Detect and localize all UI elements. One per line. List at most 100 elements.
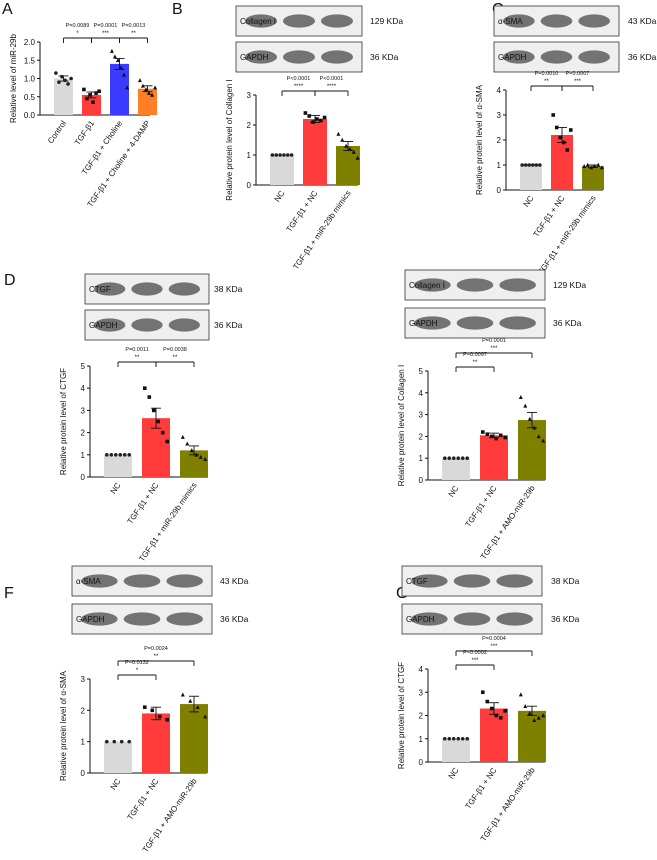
significance-stars: ** — [135, 355, 140, 361]
significance-stars: *** — [471, 658, 479, 664]
data-point — [551, 113, 555, 117]
data-point — [185, 441, 190, 446]
y-axis-label: Relative protein level of α-SMA — [59, 670, 68, 781]
bar-2 — [582, 166, 604, 190]
data-point — [105, 739, 109, 744]
significance-stars: *** — [102, 31, 110, 37]
data-point — [109, 48, 114, 53]
y-tick-label: 0.0 — [24, 111, 36, 120]
bar-0 — [54, 78, 73, 115]
data-point — [456, 736, 461, 741]
blot-kda-label: 36 KDa — [628, 52, 657, 62]
blot-row-0-band — [540, 14, 573, 28]
blot-kda-label: 43 KDa — [220, 576, 249, 586]
blot-row-1-band — [414, 316, 451, 330]
p-value-label: P=0.0004 — [482, 636, 506, 642]
blot-protein-label: GAPDH — [406, 615, 435, 624]
blot-protein-label: α-SMA — [76, 577, 101, 586]
significance-stars: **** — [294, 84, 304, 90]
category-label: NC — [109, 777, 123, 792]
data-point — [307, 114, 312, 118]
data-point — [489, 434, 494, 439]
data-point — [198, 454, 203, 459]
significance-stars: ** — [544, 79, 549, 85]
data-point — [443, 736, 447, 741]
y-tick-label: 1.5 — [24, 56, 36, 65]
category-label: TGF-β1 + miR-29b mimics — [291, 189, 352, 271]
data-point — [443, 456, 447, 461]
y-tick-label: 0 — [81, 769, 86, 778]
data-point — [60, 74, 64, 79]
data-point — [143, 87, 148, 92]
panel-letter: A — [2, 1, 13, 18]
data-point — [105, 453, 109, 457]
data-point — [188, 698, 193, 703]
blot-protein-label: GAPDH — [498, 53, 527, 62]
p-value-label: P=0.0002 — [463, 650, 487, 656]
category-label: NC — [522, 194, 536, 209]
y-axis-label: Relative protein level of CTGF — [59, 368, 68, 475]
blot-row-0-band — [496, 574, 533, 588]
y-tick-label: 1 — [247, 151, 252, 160]
blot-row-0-band — [502, 14, 535, 28]
category-label: NC — [273, 189, 287, 204]
blot-protein-label: Collagen I — [240, 17, 276, 26]
y-tick-label: 1 — [81, 451, 86, 460]
blot-row-0-band — [414, 278, 451, 292]
category-label: TGF-β1 + miR-29b mimics — [536, 194, 597, 276]
data-point — [112, 54, 117, 59]
blot-row-0-band — [499, 278, 536, 292]
data-point — [203, 714, 208, 719]
data-point — [585, 162, 590, 167]
panel-D: D CTGF 38 KDa GAPDH 36 KDa 0 1 2 3 4 5 Relative pro… — [4, 272, 243, 563]
blot-row-1-band — [496, 612, 533, 626]
data-point — [140, 83, 145, 88]
data-point — [485, 699, 490, 704]
y-axis-label: Relative protein level of Collagen I — [225, 79, 234, 200]
y-tick-label: 3 — [81, 406, 86, 415]
y-tick-label: 1 — [497, 161, 502, 170]
data-point — [97, 89, 101, 94]
y-tick-label: 0 — [419, 758, 424, 767]
data-point — [91, 100, 95, 105]
data-point — [289, 153, 294, 157]
bar-2 — [518, 420, 546, 480]
blot-row-0-band — [411, 574, 448, 588]
p-value-label: P=0.0097 — [463, 352, 487, 358]
bar-3 — [138, 88, 157, 115]
data-point — [351, 149, 356, 154]
data-point — [494, 713, 499, 718]
data-point — [451, 736, 456, 741]
p-value-label: P=0.0024 — [144, 646, 168, 652]
y-tick-label: 4 — [419, 665, 424, 674]
data-point — [189, 448, 194, 453]
bar-0 — [270, 155, 294, 185]
category-label: TGF-β1 + NC — [126, 777, 161, 822]
data-point — [523, 704, 528, 708]
y-tick-label: 4 — [81, 384, 86, 393]
data-point — [119, 65, 124, 70]
data-point — [355, 155, 360, 160]
category-label: TGF-β1 + NC — [126, 481, 161, 526]
data-point — [536, 434, 541, 439]
y-tick-label: 0 — [247, 181, 252, 190]
blot-row-1-band — [453, 612, 491, 626]
blot-protein-label: CTGF — [406, 577, 428, 586]
blot-row-1-band — [540, 50, 573, 64]
data-point — [54, 71, 58, 75]
data-point — [565, 148, 570, 152]
data-point — [57, 80, 61, 84]
data-point — [151, 408, 156, 413]
significance-stars: *** — [490, 644, 498, 650]
blot-row-1-band — [411, 612, 448, 626]
data-point — [527, 710, 532, 715]
blot-kda-label: 36 KDa — [551, 614, 580, 624]
data-point — [558, 135, 563, 140]
data-point — [456, 456, 461, 461]
data-point — [460, 456, 465, 461]
data-point — [451, 456, 456, 461]
bar-2 — [180, 704, 208, 773]
data-point — [527, 163, 532, 167]
data-point — [503, 435, 507, 440]
y-tick-label: 3 — [419, 688, 424, 697]
